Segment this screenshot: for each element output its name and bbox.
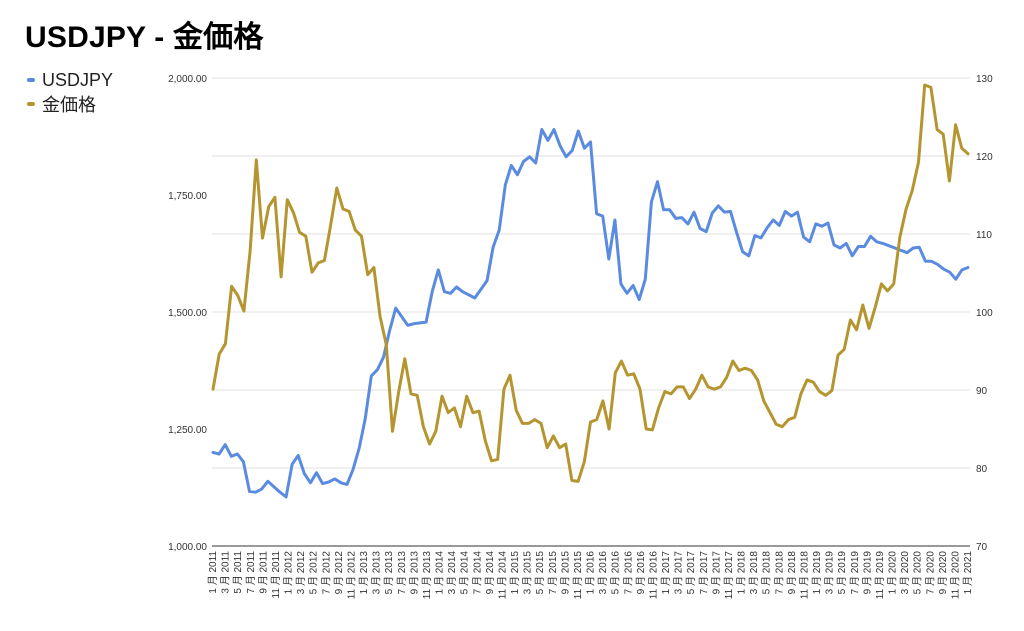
series-line-gold (211, 83, 970, 483)
legend: USDJPY 金価格 (27, 68, 113, 116)
x-tick-label: 1 月 2016 (585, 551, 597, 595)
x-tick-label: 9 月 2012 (333, 551, 345, 595)
x-tick-label: 1 月 2019 (811, 551, 823, 595)
x-tick-label: 5 月 2016 (610, 551, 622, 595)
x-tick-label: 3 月 2013 (371, 551, 383, 595)
y-right-tick-label: 80 (976, 464, 988, 475)
x-tick-label: 7 月 2014 (471, 551, 483, 595)
x-tick-label: 1 月 2015 (509, 551, 521, 595)
x-tick-label: 5 月 2019 (836, 551, 848, 595)
x-tick-label: 1 月 2021 (962, 551, 974, 595)
x-tick-label: 5 月 2012 (308, 551, 320, 595)
x-tick-label: 1 月 2020 (887, 551, 899, 595)
y-right-tick-label: 90 (976, 386, 988, 397)
x-tick-label: 7 月 2015 (547, 551, 559, 595)
x-tick-label: 11 月 2020 (949, 551, 961, 600)
x-tick-label: 3 月 2014 (446, 551, 458, 595)
x-tick-label: 3 月 2016 (597, 551, 609, 595)
x-tick-label: 7 月 2017 (698, 551, 710, 595)
y-right-tick-label: 110 (976, 230, 992, 241)
x-tick-label: 1 月 2018 (736, 551, 748, 595)
x-tick-label: 9 月 2017 (710, 551, 722, 595)
legend-label-gold: 金価格 (42, 95, 96, 115)
x-tick-label: 3 月 2020 (899, 551, 911, 595)
x-tick-label: 7 月 2020 (924, 551, 936, 595)
x-tick-label: 9 月 2013 (408, 551, 420, 595)
x-tick-label: 11 月 2017 (723, 551, 735, 600)
x-tick-label: 11 月 2012 (345, 551, 357, 600)
legend-label-usdjpy: USDJPY (42, 69, 114, 90)
y-right-tick-label: 120 (976, 152, 993, 163)
x-tick-label: 11 月 2018 (798, 551, 810, 600)
y-left-tick-label: 1,000.00 (168, 542, 207, 553)
x-tick-label: 11 月 2013 (421, 551, 433, 600)
chart-title: USDJPY - 金価格 (25, 21, 264, 54)
x-tick-label: 7 月 2018 (773, 551, 785, 595)
x-tick-label: 1 月 2012 (283, 551, 295, 595)
x-tick-label: 5 月 2017 (685, 551, 697, 595)
y-left-tick-label: 2,000.00 (168, 74, 207, 85)
x-tick-label: 9 月 2015 (559, 551, 571, 595)
x-tick-label: 7 月 2016 (622, 551, 634, 595)
x-tick-label: 9 月 2014 (484, 551, 496, 595)
x-tick-label: 3 月 2017 (673, 551, 685, 595)
x-tick-label: 3 月 2018 (748, 551, 760, 595)
legend-swatch-gold (27, 102, 35, 106)
x-tick-label: 7 月 2019 (849, 551, 861, 595)
x-tick-label: 7 月 2011 (245, 551, 257, 594)
x-tick-label: 9 月 2019 (861, 551, 873, 595)
x-tick-label: 11 月 2014 (496, 551, 508, 600)
legend-item-gold: 金価格 (27, 92, 113, 116)
x-tick-label: 1 月 2013 (358, 551, 370, 595)
x-tick-label: 5 月 2014 (459, 551, 471, 595)
x-tick-label: 3 月 2011 (220, 551, 232, 594)
y-left-tick-label: 1,750.00 (168, 191, 207, 202)
y-left-tick-label: 1,500.00 (168, 308, 207, 319)
x-tick-label: 11 月 2015 (572, 551, 584, 600)
series-line-usdjpy (211, 128, 970, 499)
x-tick-label: 1 月 2017 (660, 551, 672, 595)
x-tick-label: 3 月 2015 (522, 551, 534, 595)
x-tick-label: 7 月 2013 (396, 551, 408, 595)
x-tick-label: 5 月 2018 (761, 551, 773, 595)
x-tick-label: 9 月 2018 (786, 551, 798, 595)
x-tick-label: 1 月 2011 (207, 551, 219, 594)
y-right-tick-label: 70 (976, 542, 988, 553)
legend-swatch-usdjpy (27, 78, 35, 82)
x-tick-label: 11 月 2016 (647, 551, 659, 600)
x-tick-label: 3 月 2012 (295, 551, 307, 595)
x-tick-label: 1 月 2014 (434, 551, 446, 595)
x-tick-label: 9 月 2016 (635, 551, 647, 595)
x-tick-label: 3 月 2019 (824, 551, 836, 595)
x-tick-label: 5 月 2015 (534, 551, 546, 595)
x-tick-label: 5 月 2013 (383, 551, 395, 595)
legend-item-usdjpy: USDJPY (27, 68, 113, 92)
y-right-tick-label: 130 (976, 74, 993, 85)
x-tick-label: 9 月 2020 (937, 551, 949, 595)
x-tick-label: 5 月 2011 (232, 551, 244, 594)
y-right-tick-label: 100 (976, 308, 993, 319)
x-tick-label: 11 月 2011 (270, 551, 282, 599)
x-tick-label: 11 月 2019 (874, 551, 886, 600)
x-tick-label: 5 月 2020 (912, 551, 924, 595)
x-tick-label: 7 月 2012 (320, 551, 332, 595)
y-left-tick-label: 1,250.00 (168, 425, 207, 436)
x-tick-label: 9 月 2011 (257, 551, 269, 594)
